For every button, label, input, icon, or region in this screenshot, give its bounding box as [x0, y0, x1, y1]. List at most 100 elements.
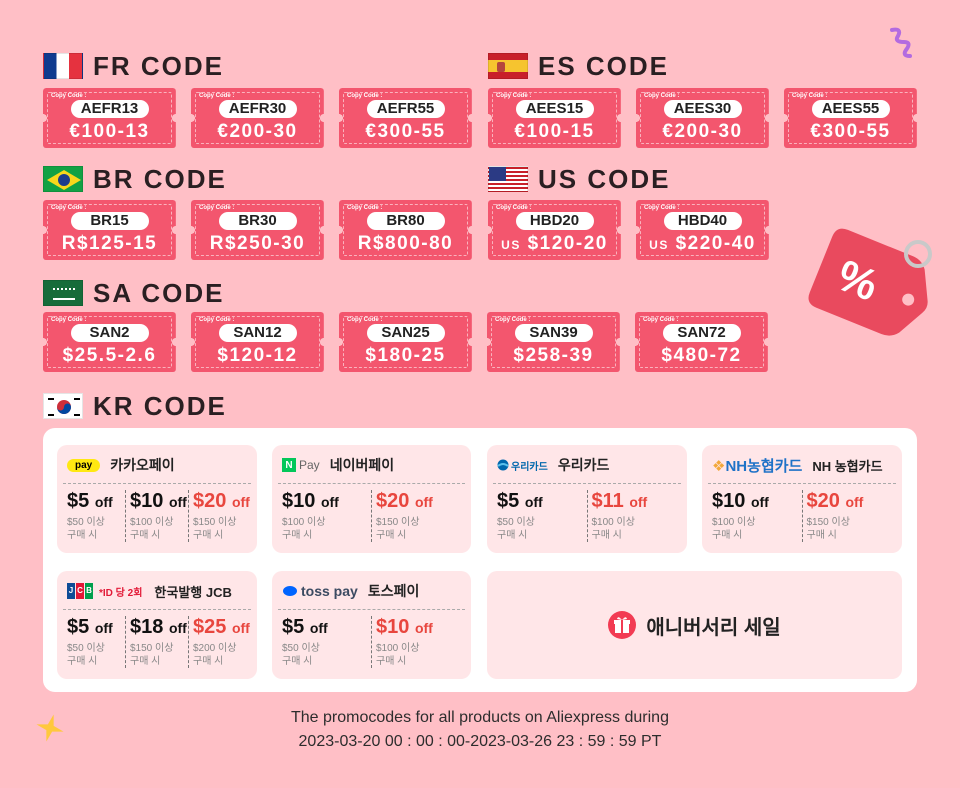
offer-price-value: $20 — [806, 490, 840, 512]
coupon-amount: R$125-15 — [61, 233, 158, 254]
flag-us-icon — [488, 166, 528, 192]
offer-condition: $100 이상 구매 시 — [712, 516, 802, 542]
offer-price: $11 off — [592, 490, 682, 513]
offer-condition-purchase: 구매 시 — [282, 656, 313, 667]
coupon-aefr13[interactable]: Copy Code : AEFR13 €100-13 — [43, 88, 176, 148]
offer-condition: $50 이상 구매 시 — [67, 642, 125, 668]
tosspay-logo-text: toss pay — [301, 583, 358, 599]
coupon-amount: $25.5-2.6 — [62, 345, 157, 366]
anniversary-sale-label: 애니버서리 세일 — [646, 616, 781, 639]
coupon-code[interactable]: HBD40 — [663, 212, 742, 230]
anniversary-sale-card[interactable]: 애니버서리 세일 — [487, 571, 902, 679]
coupon-amount: €200-30 — [217, 121, 298, 142]
coupon-code[interactable]: AEES55 — [811, 100, 890, 118]
coupon-aefr55[interactable]: Copy Code : AEFR55 €300-55 — [339, 88, 472, 148]
coupon-code[interactable]: SAN39 — [514, 324, 593, 342]
coupon-code[interactable]: AEFR30 — [218, 100, 297, 118]
wooricard-logo: 우리카드 — [497, 458, 548, 473]
coupon-san12[interactable]: Copy Code : SAN12 $120-12 — [191, 312, 324, 372]
coupon-hbd40[interactable]: Copy Code : HBD40 US $220-40 — [636, 200, 769, 260]
offer-condition-min: $50 이상 — [67, 517, 105, 528]
coupon-aefr30[interactable]: Copy Code : AEFR30 €200-30 — [191, 88, 324, 148]
offer-condition-min: $100 이상 — [591, 517, 635, 528]
coupon-san25[interactable]: Copy Code : SAN25 $180-25 — [339, 312, 472, 372]
coupon-amount: $480-72 — [661, 345, 742, 366]
coupon-aees55[interactable]: Copy Code : AEES55 €300-55 — [784, 88, 917, 148]
offer-condition-min: $100 이상 — [130, 517, 174, 528]
coupon-code[interactable]: SAN2 — [70, 324, 149, 342]
offer-off-label: off — [231, 494, 250, 510]
coupon-san2[interactable]: Copy Code : SAN2 $25.5-2.6 — [43, 312, 176, 372]
offer-condition-purchase: 구매 시 — [376, 530, 407, 541]
kr-section-title: KR CODE — [43, 390, 227, 422]
coupon-br80[interactable]: Copy Code : BR80 R$800-80 — [339, 200, 472, 260]
naverpay-header: N Pay 네이버페이 — [278, 455, 465, 475]
coupon-amount: €200-30 — [662, 121, 743, 142]
offer-price: $10 off — [376, 616, 465, 639]
coupon-code[interactable]: BR15 — [70, 212, 149, 230]
offer-price: $20 off — [807, 490, 897, 513]
copy-code-label: Copy Code : — [347, 317, 383, 323]
offer-price-value: $10 — [282, 490, 316, 512]
offer: $20 off $150 이상 구매 시 — [801, 490, 897, 542]
toss-icon — [283, 586, 297, 596]
coupon-san39[interactable]: Copy Code : SAN39 $258-39 — [487, 312, 620, 372]
naverpay-card[interactable]: N Pay 네이버페이 $10 off $100 이상 구매 시 $20 off $150… — [272, 445, 471, 553]
coupon-san72[interactable]: Copy Code : SAN72 $480-72 — [635, 312, 768, 372]
coupon-code[interactable]: HBD20 — [515, 212, 594, 230]
nhcard-name: NH 농협카드 — [812, 458, 883, 474]
offer: $10 off $100 이상 구매 시 — [125, 490, 188, 542]
copy-code-label: Copy Code : — [347, 205, 383, 211]
coupon-amount: R$250-30 — [209, 233, 306, 254]
offer-price: $18 off — [130, 616, 188, 639]
woori-icon — [497, 459, 509, 471]
discount-tag-icon: % — [808, 228, 932, 336]
coupon-aees15[interactable]: Copy Code : AEES15 €100-15 — [488, 88, 621, 148]
coupon-code[interactable]: SAN72 — [662, 324, 741, 342]
divider — [63, 609, 251, 610]
coupon-code[interactable]: SAN12 — [218, 324, 297, 342]
wooricard-card[interactable]: 우리카드 우리카드 $5 off $50 이상 구매 시 $11 off $100 이상… — [487, 445, 687, 553]
tosspay-header: toss pay 토스페이 — [278, 581, 465, 601]
coupon-code[interactable]: AEES15 — [515, 100, 594, 118]
kakaopay-card[interactable]: pay 카카오페이 $5 off $50 이상 구매 시 $10 off $100 이상… — [57, 445, 257, 553]
coupon-br15[interactable]: Copy Code : BR15 R$125-15 — [43, 200, 176, 260]
offer-price: $25 off — [193, 616, 251, 639]
coupon-code[interactable]: AEFR55 — [366, 100, 445, 118]
offer-condition-min: $50 이상 — [282, 643, 320, 654]
offer-price-value: $10 — [130, 490, 164, 512]
coupon-hbd20[interactable]: Copy Code : HBD20 US $120-20 — [488, 200, 621, 260]
offer-condition-min: $150 이상 — [806, 517, 850, 528]
coupon-br30[interactable]: Copy Code : BR30 R$250-30 — [191, 200, 324, 260]
divider — [493, 483, 681, 484]
offer-off-label: off — [629, 494, 648, 510]
offer-price-value: $18 — [130, 616, 164, 638]
coupon-code[interactable]: BR30 — [218, 212, 297, 230]
copy-code-label: Copy Code : — [496, 205, 532, 211]
offer-price-value: $10 — [376, 616, 410, 638]
coupon-code[interactable]: AEES30 — [663, 100, 742, 118]
offer-price-value: $25 — [193, 616, 227, 638]
offer-condition-purchase: 구매 시 — [591, 530, 622, 541]
coupon-amount: $180-25 — [365, 345, 446, 366]
kakaopay-name: 카카오페이 — [110, 457, 175, 473]
coupon-aees30[interactable]: Copy Code : AEES30 €200-30 — [636, 88, 769, 148]
offer-off-label: off — [168, 494, 187, 510]
coupon-code[interactable]: BR80 — [366, 212, 445, 230]
offer-condition: $150 이상 구매 시 — [130, 642, 188, 668]
coupon-code[interactable]: AEFR13 — [70, 100, 149, 118]
nhcard-card[interactable]: ❖NH농협카드 NH 농협카드 $10 off $100 이상 구매 시 $20 of… — [702, 445, 902, 553]
tosspay-logo: toss pay — [282, 583, 358, 599]
coupon-code[interactable]: SAN25 — [366, 324, 445, 342]
offer-condition: $150 이상 구매 시 — [376, 516, 465, 542]
offers: $5 off $50 이상 구매 시 $11 off $100 이상 구매 시 — [493, 490, 681, 542]
offer-price-value: $10 — [712, 490, 746, 512]
offer-price-value: $20 — [193, 490, 227, 512]
footer-line1: The promocodes for all products on Aliex… — [291, 709, 669, 726]
nh-icon: ❖ — [712, 457, 726, 475]
offer: $18 off $150 이상 구매 시 — [125, 616, 188, 668]
tosspay-card[interactable]: toss pay 토스페이 $5 off $50 이상 구매 시 $10 off $10… — [272, 571, 471, 679]
copy-code-label: Copy Code : — [496, 93, 532, 99]
